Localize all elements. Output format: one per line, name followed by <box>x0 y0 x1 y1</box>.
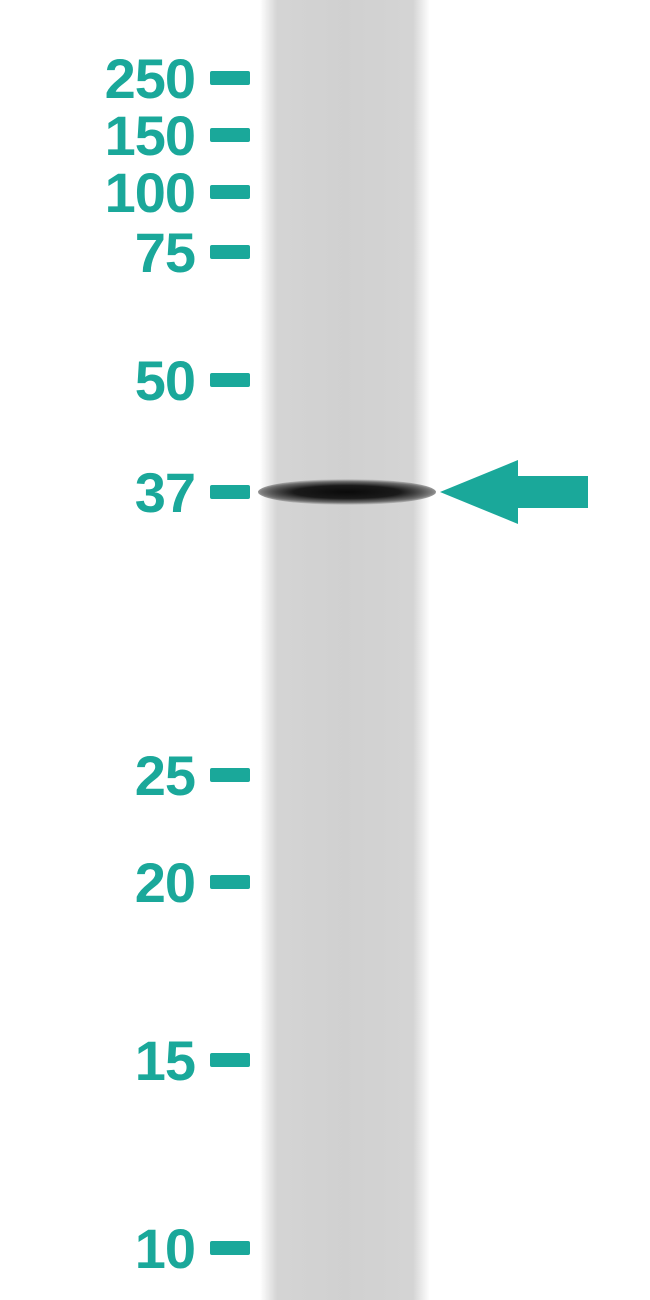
marker-label-150: 150 <box>0 103 195 168</box>
protein-band <box>258 479 436 505</box>
marker-tick-50 <box>210 373 250 387</box>
marker-label-50: 50 <box>0 348 195 413</box>
marker-label-100: 100 <box>0 160 195 225</box>
marker-tick-25 <box>210 768 250 782</box>
marker-tick-100 <box>210 185 250 199</box>
marker-tick-15 <box>210 1053 250 1067</box>
marker-tick-20 <box>210 875 250 889</box>
marker-label-75: 75 <box>0 220 195 285</box>
marker-label-25: 25 <box>0 743 195 808</box>
western-blot-diagram: 25015010075 50 37 25 20 15 10 <box>0 0 650 1300</box>
marker-label-37: 37 <box>0 460 195 525</box>
gel-lane <box>260 0 430 1300</box>
marker-label-20: 20 <box>0 850 195 915</box>
marker-tick-250 <box>210 71 250 85</box>
marker-tick-75 <box>210 245 250 259</box>
marker-tick-150 <box>210 128 250 142</box>
marker-tick-37 <box>210 485 250 499</box>
marker-label-250: 250 <box>0 46 195 111</box>
arrow-head-icon <box>440 460 518 524</box>
marker-label-10: 10 <box>0 1216 195 1281</box>
marker-tick-10 <box>210 1241 250 1255</box>
arrow-shaft <box>518 476 588 508</box>
marker-label-15: 15 <box>0 1028 195 1093</box>
